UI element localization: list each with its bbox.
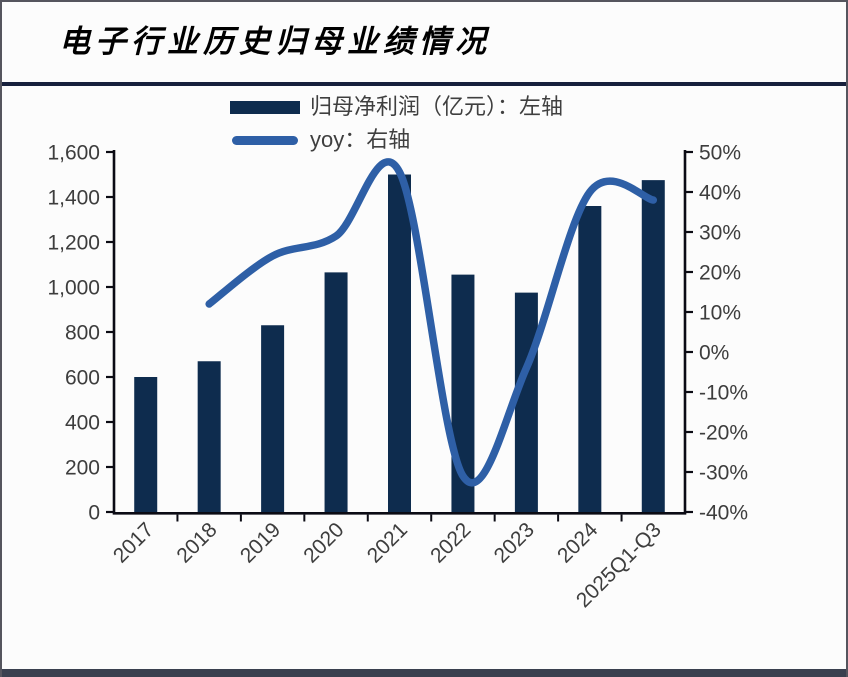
bar-swatch-icon	[230, 100, 300, 114]
bar-2020	[324, 272, 348, 512]
bar-2018	[197, 361, 221, 512]
line-swatch-icon	[232, 135, 298, 145]
bar-2024	[578, 206, 602, 512]
left-axis-label: 1,400	[47, 187, 100, 210]
right-axis-label: 50%	[699, 142, 741, 165]
right-axis-label: -20%	[699, 422, 748, 445]
bar-line-chart: 0 200 400 600 800 1,000 1,200 1,400 1,600 -40% -30…	[47, 142, 748, 613]
right-axis-label: 30%	[699, 222, 741, 245]
right-axis-label: 20%	[699, 262, 741, 285]
left-axis-label: 1,000	[47, 277, 100, 300]
chart-legend: 归母净利润（亿元）：左轴 yoy：右轴	[230, 92, 563, 155]
title-divider	[2, 82, 846, 86]
chart-title: 电子行业历史归母业绩情况	[59, 24, 491, 60]
right-axis-label: -10%	[699, 382, 748, 405]
bar-2021	[388, 174, 411, 512]
x-axis-label-2023: 2023	[490, 518, 539, 567]
x-axis-label-2022: 2022	[426, 518, 475, 567]
x-axis-label-2024: 2024	[553, 518, 603, 568]
footer-band	[2, 669, 846, 677]
bar-2025Q1-Q3	[641, 180, 665, 512]
right-axis-label: 10%	[699, 302, 741, 325]
right-axis-label: 0%	[699, 342, 729, 365]
x-axis-label-2019: 2019	[236, 518, 285, 567]
left-axis-label: 1,600	[47, 142, 100, 165]
right-axis-label: 40%	[699, 182, 741, 205]
x-axis-label-2020: 2020	[299, 518, 348, 567]
right-axis-label: -30%	[699, 462, 748, 485]
yoy-line	[205, 158, 658, 487]
x-axis-label-2021: 2021	[363, 518, 412, 567]
legend-label-line: yoy：右轴	[310, 127, 411, 152]
left-axis-label: 600	[65, 367, 100, 390]
legend-item-line: yoy：右轴	[230, 125, 563, 155]
left-axis-label: 0	[88, 502, 100, 525]
right-axis-label: -40%	[699, 502, 748, 525]
bar-2023	[514, 292, 538, 512]
left-axis-label: 800	[65, 322, 100, 345]
bar-2019	[261, 325, 285, 512]
bar-2017	[134, 377, 158, 512]
left-axis-label: 400	[65, 412, 100, 435]
left-axis-label: 1,200	[47, 232, 100, 255]
left-axis-label: 200	[65, 457, 100, 480]
legend-item-bar: 归母净利润（亿元）：左轴	[230, 92, 563, 122]
x-axis-label-2018: 2018	[172, 518, 221, 567]
legend-label-bar: 归母净利润（亿元）：左轴	[310, 94, 564, 119]
x-axis-label-2017: 2017	[109, 518, 158, 567]
